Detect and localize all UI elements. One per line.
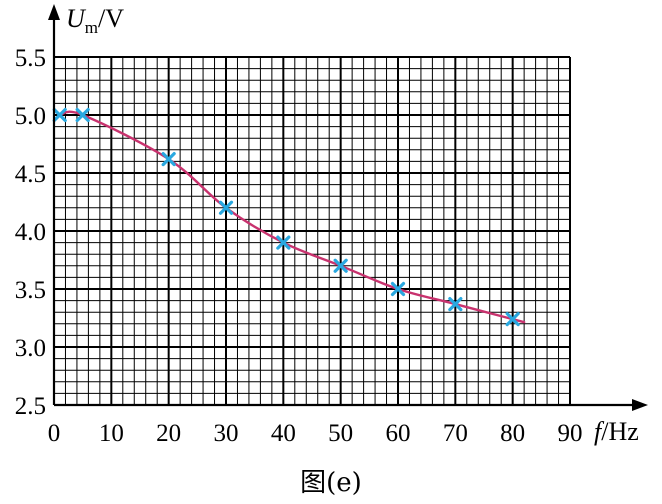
marker-stroke <box>448 296 463 312</box>
data-point <box>505 312 520 327</box>
fit-curve <box>58 110 526 324</box>
data-point <box>75 107 90 123</box>
grid-major <box>53 56 571 406</box>
data-point <box>161 151 176 167</box>
x-tick-label: 20 <box>156 420 181 447</box>
y-axis-subscript: m <box>85 18 98 37</box>
y-axis-title: Um/V <box>66 4 124 37</box>
y-tick-label: 4.0 <box>15 219 46 246</box>
marker-stroke <box>505 312 520 327</box>
x-axis-unit: /Hz <box>601 417 639 446</box>
x-tick-label: 50 <box>328 420 353 447</box>
data-point <box>276 235 291 250</box>
x-tick-label: 40 <box>271 420 296 447</box>
x-axis-symbol: f <box>594 417 605 446</box>
x-tick-label: 80 <box>500 420 525 447</box>
x-tick-labels: 0 10 20 30 40 50 60 70 80 90 <box>48 420 583 447</box>
x-tick-label: 90 <box>558 420 583 447</box>
data-point <box>52 107 67 123</box>
marker-stroke <box>218 200 234 215</box>
data-point <box>390 281 406 297</box>
x-axis-title: f/Hz <box>594 417 639 446</box>
y-tick-label: 2.5 <box>15 393 46 420</box>
marker-stroke <box>390 281 406 297</box>
marker-stroke <box>52 107 67 123</box>
x-tick-label: 10 <box>99 420 124 447</box>
y-tick-label: 3.0 <box>15 335 46 362</box>
axes <box>48 4 648 411</box>
x-tick-label: 60 <box>386 420 411 447</box>
data-points <box>52 107 520 327</box>
x-tick-label: 0 <box>48 420 61 447</box>
y-tick-label: 5.0 <box>15 103 46 130</box>
figure-caption: 图(e) <box>300 468 362 498</box>
data-point <box>333 258 348 273</box>
data-point <box>218 200 234 215</box>
x-tick-label: 30 <box>214 420 239 447</box>
fit-curve-layer <box>58 110 526 324</box>
x-axis-arrow <box>632 399 648 411</box>
y-axis-symbol: U <box>66 4 87 33</box>
y-tick-label: 5.5 <box>15 45 46 72</box>
y-tick-label: 3.5 <box>15 277 46 304</box>
y-tick-labels: 2.5 3.0 3.5 4.0 4.5 5.0 5.5 <box>15 45 46 420</box>
marker-stroke <box>161 151 176 167</box>
x-tick-label: 70 <box>443 420 468 447</box>
marker-stroke <box>333 258 348 273</box>
marker-stroke <box>75 107 90 123</box>
y-axis-unit: /V <box>98 4 124 33</box>
marker-stroke <box>276 235 291 250</box>
y-axis-arrow <box>48 4 60 20</box>
y-tick-label: 4.5 <box>15 161 46 188</box>
data-point <box>448 296 463 312</box>
